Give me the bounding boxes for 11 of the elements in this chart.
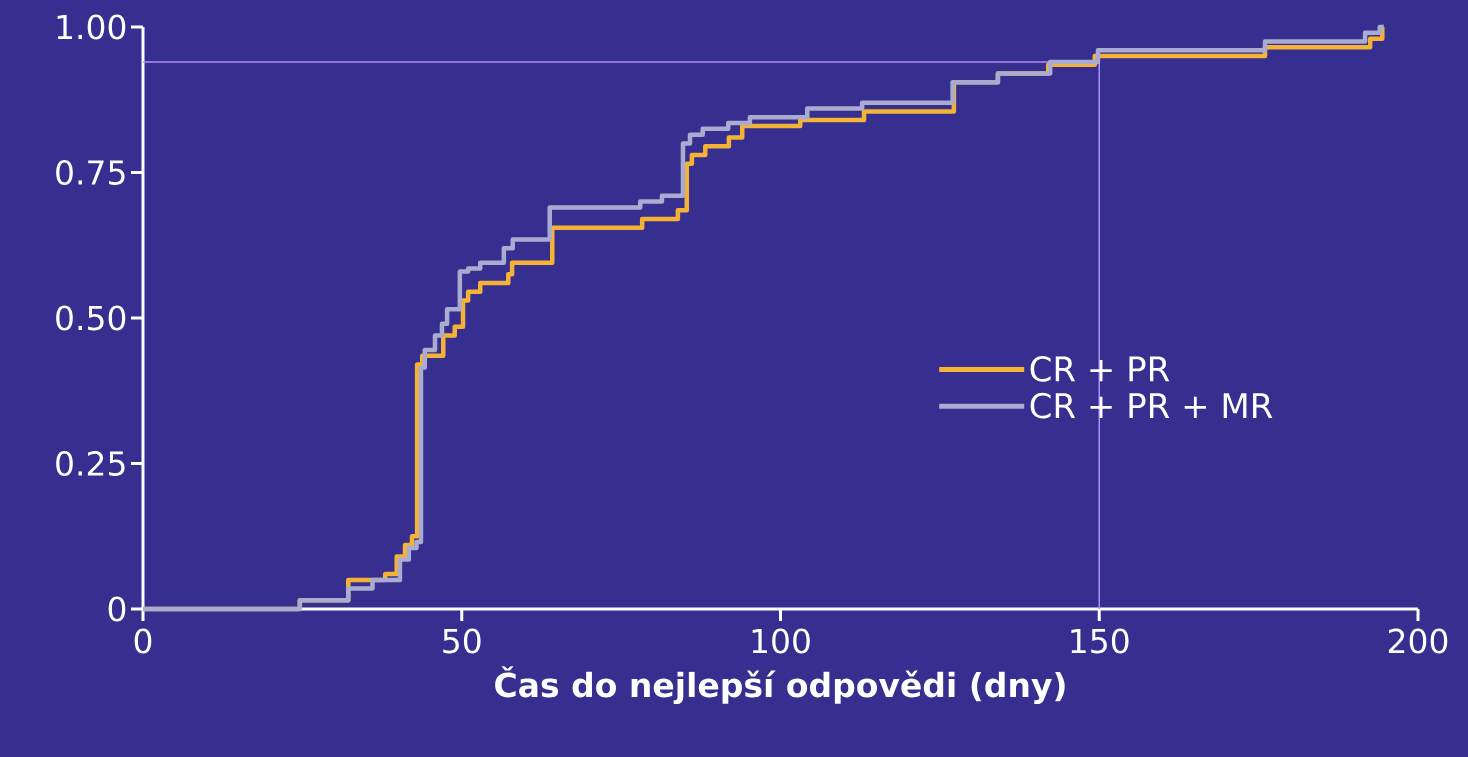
x-tick-label: 100 bbox=[752, 628, 810, 654]
y-tick-label: 0.75 bbox=[56, 160, 125, 185]
y-tick-label: 1.00 bbox=[57, 14, 126, 40]
y-tick-label: 0.50 bbox=[56, 305, 126, 331]
x-tick-label: 50 bbox=[443, 628, 481, 654]
y-tick-label: 0 bbox=[108, 596, 126, 622]
x-axis-title: Čas do nejlepší odpovědi (dny) bbox=[495, 666, 1065, 705]
x-tick-label: 0 bbox=[134, 628, 152, 654]
x-tick-label: 200 bbox=[1388, 628, 1448, 654]
y-tick-label: 0.25 bbox=[56, 451, 125, 476]
x-tick-label: 150 bbox=[1071, 628, 1129, 654]
